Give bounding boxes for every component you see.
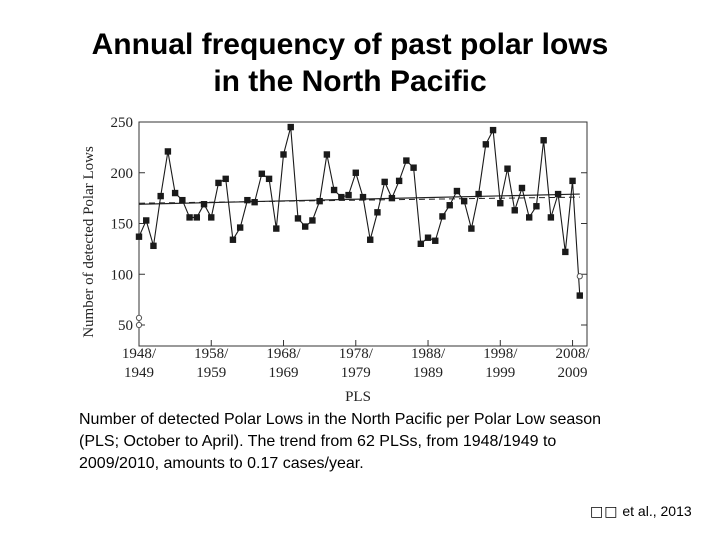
y-tick-label: 100 [111,267,134,283]
data-point [446,202,453,209]
trend-line [138,193,580,205]
x-tick-label-line2: 1999 [485,365,515,381]
open-circle-point [135,321,143,329]
data-point [475,190,482,198]
data-point [468,225,475,232]
plot-frame [138,121,588,347]
x-tick-label-line2: 2009 [558,365,588,381]
data-point [208,214,215,221]
data-point [497,200,504,207]
data-point [367,236,374,243]
data-point [504,165,511,172]
data-point [236,224,244,231]
data-point [186,214,193,221]
figure-caption: Number of detected Polar Lows in the Nor… [79,411,602,472]
data-point [359,193,367,201]
x-tick-label-line2: 1969 [269,365,299,381]
data-point [338,193,345,201]
data-point [395,177,403,185]
data-point [323,151,331,158]
x-tick-label-line1: 1988/ [411,346,446,362]
y-tick-label: 150 [111,217,134,233]
open-circle-point [135,314,143,321]
x-tick-label-line2: 1979 [341,365,371,381]
data-point [301,223,309,230]
y-tick-label: 250 [111,115,134,131]
x-tick-label-line2: 1959 [196,365,226,381]
data-point [244,196,251,204]
x-tick-label-line1: 1958/ [194,346,229,362]
open-circle-point [576,273,583,280]
y-axis-label: Number of detected Polar Lows [81,146,97,338]
data-point [460,197,468,205]
data-point [179,196,186,204]
data-point [489,126,497,134]
data-point [265,175,273,183]
data-point [511,207,518,214]
data-point [569,177,576,185]
x-tick-label-line2: 1989 [413,365,443,381]
data-point [150,242,157,250]
citation: □□ et al., 2013 [590,503,692,520]
data-point [251,198,258,206]
data-point [352,169,359,176]
x-tick-label-line1: 1978/ [339,346,374,362]
data-point [410,164,417,171]
data-point [388,194,396,202]
data-point [576,292,583,299]
data-point [432,237,439,244]
x-tick-label-line1: 2008/ [555,346,590,362]
data-point [280,151,287,158]
data-point [287,123,294,131]
data-point [562,248,569,256]
x-tick-label-line1: 1968/ [266,346,301,362]
data-point [164,148,172,155]
citation-text: et al., 2013 [622,503,692,519]
data-point [222,175,229,183]
data-point [215,179,222,187]
data-point [374,209,381,216]
data-point [533,203,540,210]
data-point [171,189,179,197]
data-point [381,178,388,186]
data-point [417,240,425,247]
x-axis-label: PLS [345,389,371,405]
data-point [525,214,533,221]
data-point [547,214,555,221]
data-point [345,191,352,199]
x-tick-label-line1: 1998/ [483,346,518,362]
data-point [330,186,338,194]
data-point [193,214,201,221]
data-point [316,197,323,205]
data-point [403,157,410,164]
data-point [554,190,562,198]
data-point [424,234,432,241]
data-point [439,213,446,220]
data-point [200,201,208,208]
title-line-2: in the North Pacific [213,65,487,98]
x-tick-label-line1: 1948/ [122,346,157,362]
data-point [453,187,461,195]
x-tick-label-line2: 1949 [124,365,154,381]
y-tick-label: 50 [118,318,133,334]
data-point [229,236,237,243]
series-line [138,126,581,296]
data-point [518,184,526,192]
data-point [135,233,143,240]
y-tick-label: 200 [111,166,134,182]
data-point [258,170,266,177]
data-point [482,141,490,148]
data-point [309,217,316,224]
data-point [157,192,164,200]
data-point [294,215,302,222]
title-line-1: Annual frequency of past polar lows [91,28,609,61]
slide-title: Annual frequency of past polar lows in t… [0,26,700,100]
data-point [540,137,547,144]
data-point [273,225,280,232]
data-point [143,217,150,224]
citation-author-glyphs: □□ [590,504,619,520]
